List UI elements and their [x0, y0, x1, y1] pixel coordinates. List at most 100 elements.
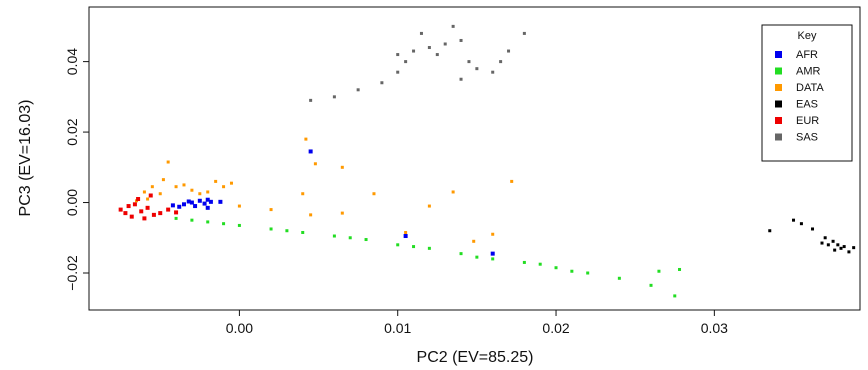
y-tick-label: 0.04: [64, 48, 80, 75]
point-eas: [833, 248, 837, 252]
x-axis-title: PC2 (EV=85.25): [417, 349, 534, 366]
point-eur: [174, 210, 179, 215]
point-data: [142, 190, 146, 194]
point-eur: [145, 205, 150, 210]
point-amr: [222, 222, 226, 226]
point-data: [237, 204, 241, 208]
point-eur: [151, 212, 156, 217]
legend-label-eur: EUR: [796, 115, 819, 127]
point-eur: [142, 216, 147, 221]
point-sas: [396, 53, 400, 57]
y-axis-title: PC3 (EV=16.03): [17, 100, 34, 217]
point-sas: [419, 31, 423, 35]
point-amr: [237, 223, 241, 227]
point-afr: [186, 199, 191, 204]
point-data: [269, 208, 273, 212]
x-tick-label: 0.03: [701, 320, 728, 336]
point-sas: [427, 46, 431, 50]
point-eas: [799, 222, 803, 226]
point-sas: [522, 31, 526, 35]
point-eas: [826, 243, 830, 247]
point-data: [229, 181, 233, 185]
point-sas: [459, 77, 463, 81]
point-data: [313, 162, 317, 166]
point-data: [161, 178, 165, 182]
legend-label-afr: AFR: [796, 49, 818, 61]
point-amr: [491, 257, 495, 261]
legend-label-eas: EAS: [796, 99, 818, 111]
point-amr: [206, 220, 210, 224]
point-amr: [538, 262, 542, 266]
point-sas: [380, 81, 384, 85]
point-afr: [218, 199, 223, 204]
point-eur: [136, 197, 141, 202]
point-afr: [208, 199, 213, 204]
point-sas: [404, 60, 408, 64]
point-data: [340, 211, 344, 215]
legend-swatch-amr: [775, 67, 782, 75]
legend-label-amr: AMR: [796, 66, 821, 78]
point-data: [340, 165, 344, 169]
point-amr: [427, 246, 431, 250]
point-data: [304, 137, 308, 141]
legend-label-data: DATA: [796, 82, 824, 94]
point-eas: [768, 229, 772, 233]
point-eur: [118, 207, 123, 212]
x-tick-label: 0.02: [542, 320, 569, 336]
legend-swatch-sas: [775, 133, 782, 141]
point-sas: [396, 70, 400, 74]
point-afr: [308, 149, 313, 154]
point-data: [150, 185, 154, 189]
point-sas: [443, 42, 447, 46]
point-data: [472, 239, 476, 243]
point-afr: [205, 205, 210, 210]
x-axis: 0.00 0.01 0.02 0.03: [226, 310, 728, 336]
point-afr: [189, 200, 194, 205]
point-afr: [202, 201, 207, 206]
point-eas: [831, 239, 835, 243]
point-eas: [811, 227, 815, 231]
point-data: [158, 192, 162, 196]
point-amr: [570, 269, 574, 273]
point-amr: [673, 294, 677, 298]
point-afr: [403, 234, 408, 239]
point-data: [174, 185, 178, 189]
point-eur: [129, 214, 134, 219]
legend: Key AFR AMR DATA EAS EUR SAS: [761, 24, 853, 162]
point-amr: [364, 238, 368, 242]
point-afr: [181, 202, 186, 207]
point-data: [166, 160, 170, 164]
point-sas: [467, 60, 471, 64]
point-amr: [301, 230, 305, 234]
point-eur: [139, 209, 144, 214]
legend-swatch-afr: [775, 51, 782, 58]
point-amr: [554, 266, 558, 270]
point-eur: [166, 207, 171, 212]
point-sas: [451, 24, 455, 28]
point-afr: [177, 204, 182, 209]
point-amr: [269, 227, 273, 231]
point-amr: [657, 269, 661, 273]
point-data: [427, 204, 431, 208]
y-axis: −0.02 0.00 0.02 0.04: [64, 48, 89, 291]
y-tick-label: 0.00: [64, 189, 80, 216]
point-eur: [132, 202, 137, 207]
point-data: [190, 188, 194, 192]
point-data: [206, 190, 210, 194]
point-sas: [499, 60, 503, 64]
point-eas: [823, 236, 827, 240]
x-tick-label: 0.00: [226, 320, 253, 336]
point-eas: [820, 241, 824, 245]
point-eas: [839, 246, 843, 250]
point-sas: [332, 95, 336, 99]
point-afr: [197, 198, 202, 203]
legend-swatch-eas: [775, 100, 782, 108]
point-amr: [649, 283, 653, 287]
point-amr: [586, 271, 590, 275]
x-tick-label: 0.01: [384, 320, 411, 336]
point-eur: [148, 193, 153, 198]
points-layer: [118, 24, 856, 298]
point-data: [146, 197, 150, 201]
point-amr: [617, 276, 621, 280]
